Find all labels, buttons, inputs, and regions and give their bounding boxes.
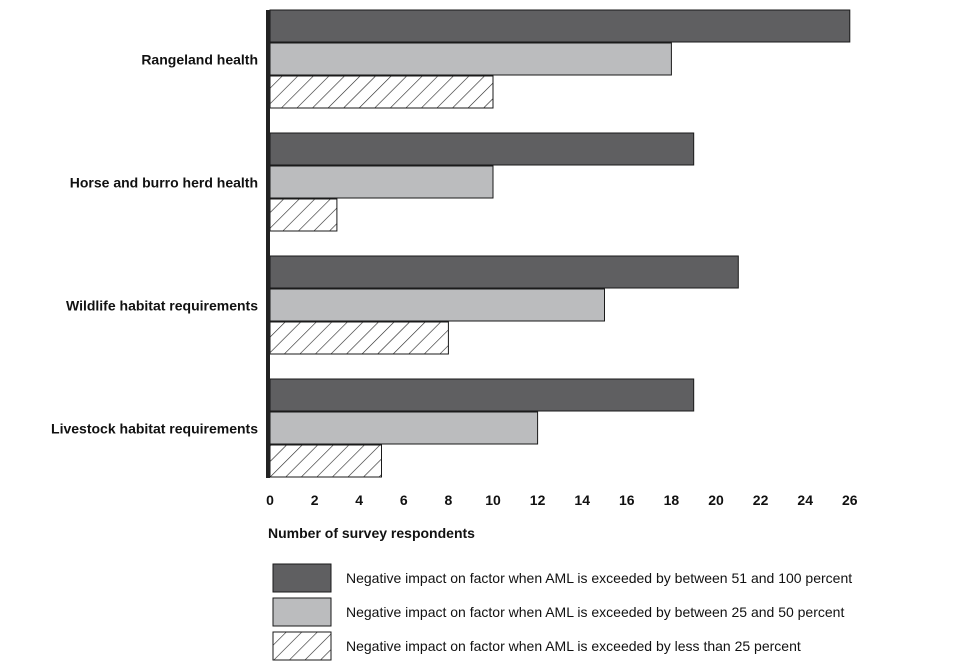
bar-livestock-habitat-requirements-series-3 (269, 444, 382, 478)
bar-livestock-habitat-requirements-series-1 (269, 378, 695, 412)
bar-rangeland-health-series-3 (269, 75, 494, 109)
x-tick-label: 6 (400, 492, 408, 508)
x-axis-title: Number of survey respondents (268, 525, 475, 541)
category-label-wildlife-habitat-requirements: Wildlife habitat requirements (66, 298, 258, 314)
bar-wildlife-habitat-requirements-series-2 (269, 288, 605, 322)
x-tick-label: 20 (708, 492, 724, 508)
x-tick-label: 22 (753, 492, 769, 508)
x-tick-label: 8 (445, 492, 453, 508)
legend: Negative impact on factor when AML is ex… (272, 563, 852, 661)
category-label-rangeland-health: Rangeland health (141, 52, 258, 68)
x-tick-label: 0 (266, 492, 274, 508)
bar-livestock-habitat-requirements-series-2 (269, 411, 539, 445)
bar-horse-and-burro-herd-health-series-1 (269, 132, 695, 166)
x-tick-label: 12 (530, 492, 546, 508)
legend-swatch-3 (272, 631, 332, 661)
x-tick-label: 26 (842, 492, 858, 508)
category-labels: Rangeland health Horse and burro herd hea… (51, 52, 258, 437)
bar-horse-and-burro-herd-health-series-3 (269, 198, 338, 232)
x-tick-label: 18 (664, 492, 680, 508)
x-tick-label: 16 (619, 492, 635, 508)
legend-label-1: Negative impact on factor when AML is ex… (346, 570, 852, 586)
x-tick-label: 24 (797, 492, 813, 508)
x-tick-label: 14 (574, 492, 590, 508)
bars-layer (269, 9, 851, 478)
legend-swatch-1 (272, 563, 332, 593)
x-tick-labels: 0 2 4 6 8 10 12 14 16 18 20 22 24 26 (266, 492, 858, 508)
category-label-livestock-habitat-requirements: Livestock habitat requirements (51, 421, 258, 437)
x-tick-label: 10 (485, 492, 501, 508)
category-label-horse-and-burro-herd-health: Horse and burro herd health (70, 175, 258, 191)
bar-rangeland-health-series-2 (269, 42, 672, 76)
bar-wildlife-habitat-requirements-series-3 (269, 321, 449, 355)
bar-horse-and-burro-herd-health-series-2 (269, 165, 494, 199)
legend-label-3: Negative impact on factor when AML is ex… (346, 638, 801, 654)
legend-label-2: Negative impact on factor when AML is ex… (346, 604, 844, 620)
bar-rangeland-health-series-1 (269, 9, 851, 43)
legend-swatch-2 (272, 597, 332, 627)
x-tick-label: 2 (311, 492, 319, 508)
x-tick-label: 4 (355, 492, 363, 508)
bar-wildlife-habitat-requirements-series-1 (269, 255, 739, 289)
